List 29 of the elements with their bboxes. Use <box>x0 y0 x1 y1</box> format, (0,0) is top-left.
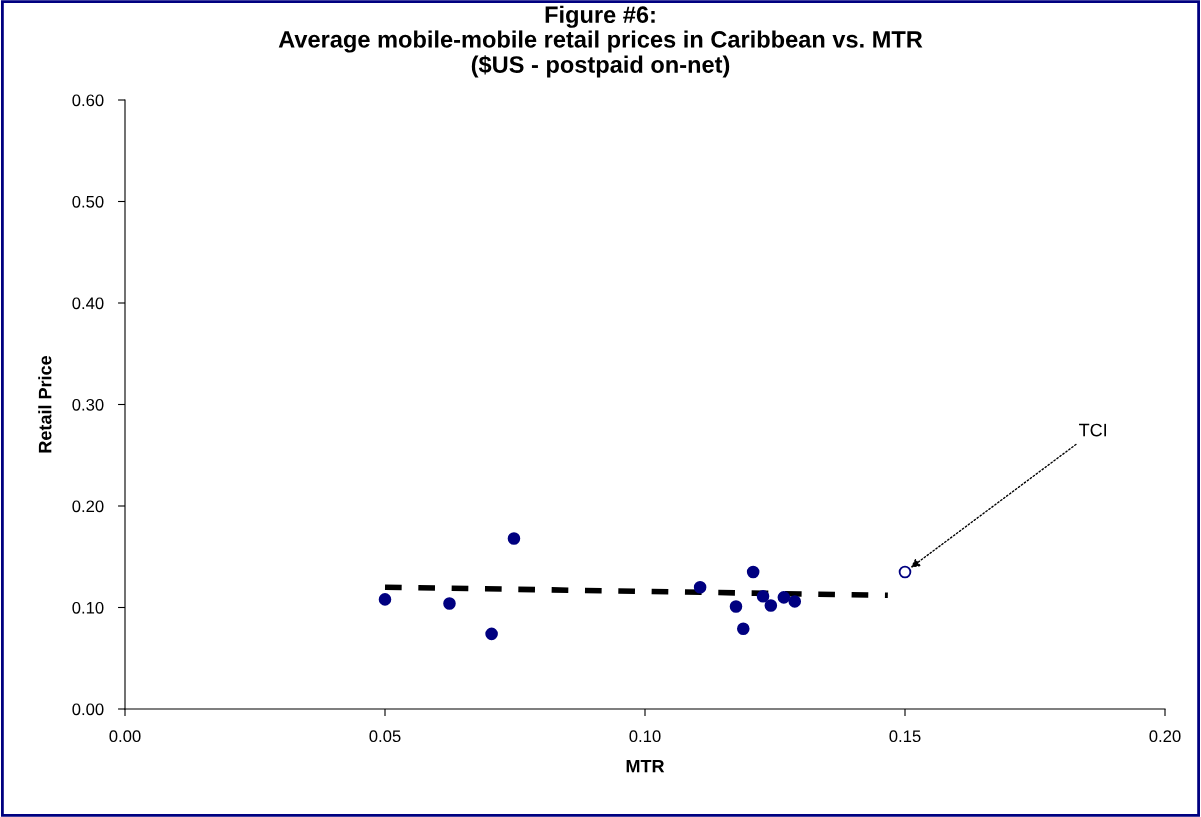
y-tick-label: 0.20 <box>72 500 104 513</box>
x-tick-label: 0.05 <box>369 730 401 743</box>
point <box>736 622 750 636</box>
point <box>485 627 498 641</box>
point <box>788 595 802 608</box>
y-tick-label: 0.40 <box>72 297 104 310</box>
y-tick-label: 0.00 <box>72 703 104 716</box>
x-tick-label: 0.20 <box>1149 730 1181 743</box>
point <box>898 565 912 579</box>
chart-title: Figure #6: Average mobile-mobile retail prices in Caribbean vs. MTR ($US - postpaid on-net) <box>278 5 923 78</box>
y-tick-label: 0.30 <box>72 398 104 411</box>
point <box>443 597 456 610</box>
y-tick-label: 0.10 <box>72 601 104 614</box>
x-axis-title: MTR <box>626 759 665 773</box>
point <box>777 591 791 604</box>
x-tick-label: 0.10 <box>629 730 661 743</box>
point <box>693 580 707 594</box>
point <box>729 600 743 613</box>
x-tick-label: 0.00 <box>109 730 141 743</box>
y-tick-label: 0.60 <box>72 94 104 107</box>
point <box>746 565 760 579</box>
point <box>756 590 770 603</box>
y-tick-label: 0.50 <box>72 195 104 208</box>
x-tick-label: 0.15 <box>889 730 921 743</box>
point <box>378 593 392 606</box>
y-axis-title: Retail Price <box>38 355 52 453</box>
point <box>764 599 778 612</box>
annotation: TCI <box>1079 423 1107 437</box>
point <box>507 532 521 545</box>
